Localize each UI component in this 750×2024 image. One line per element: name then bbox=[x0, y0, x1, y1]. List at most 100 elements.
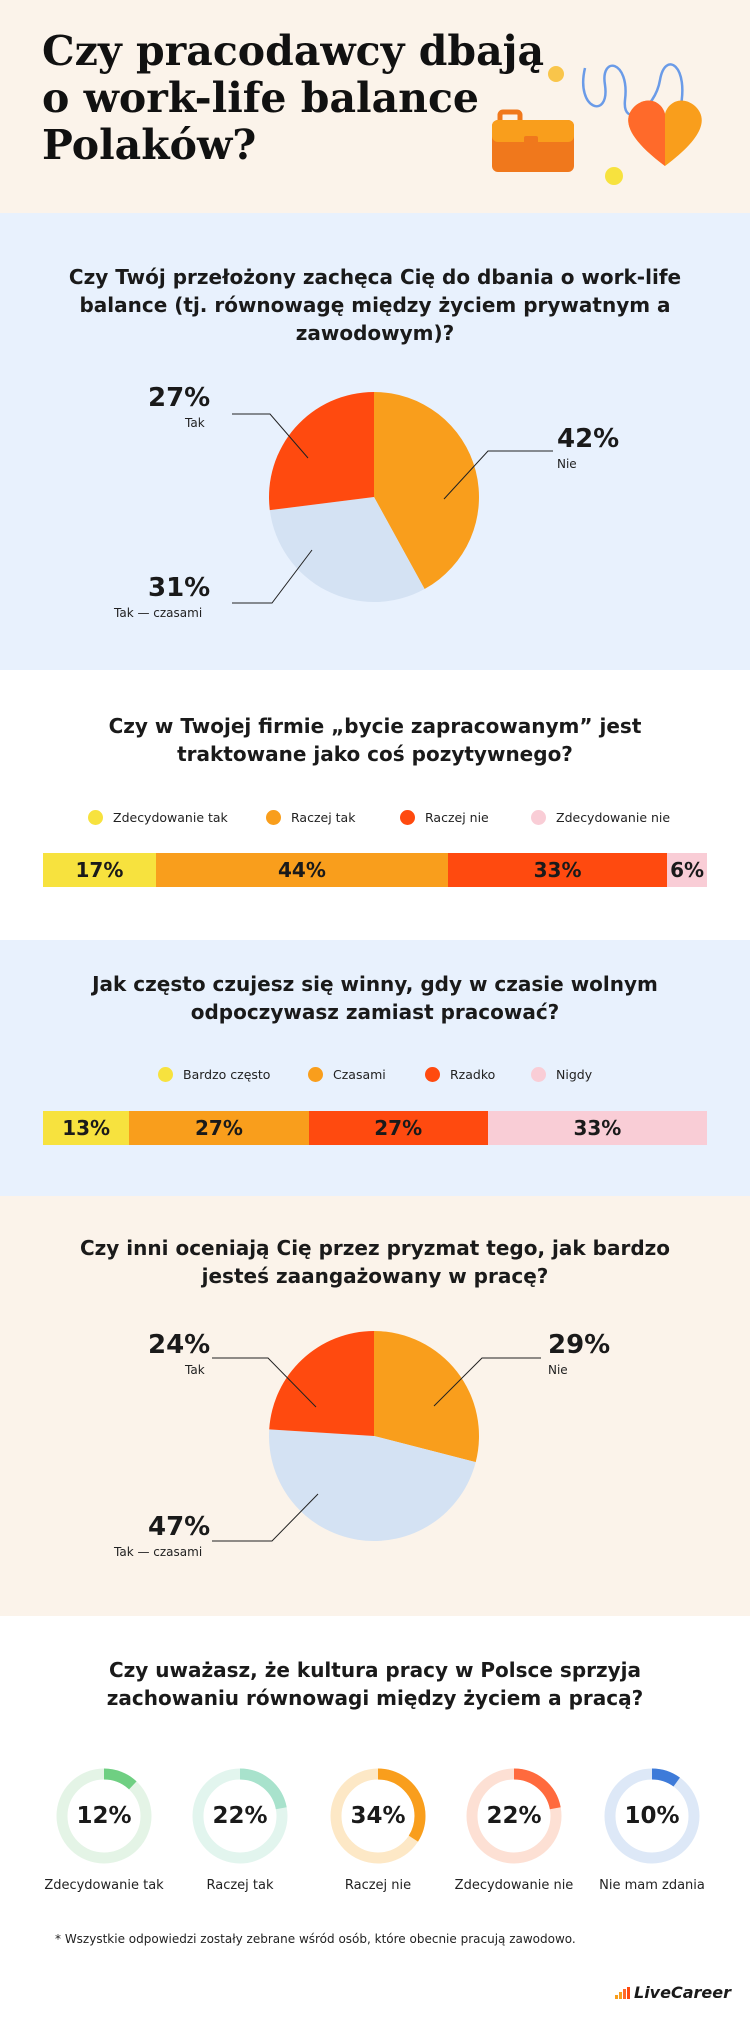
slice-label-text: Tak bbox=[185, 1363, 205, 1377]
ring-value: 22% bbox=[212, 1803, 268, 1829]
chart-section-2: Czy w Twojej firmie „bycie zapracowanym”… bbox=[0, 670, 750, 940]
legend-dot-icon bbox=[425, 1067, 440, 1082]
chart-2-legend: Zdecydowanie tak Raczej tak Raczej nie Z… bbox=[0, 810, 750, 830]
livecareer-logo: LiveCareer bbox=[615, 1983, 731, 2002]
ring-graphic bbox=[466, 1768, 562, 1864]
ring-value: 34% bbox=[350, 1803, 406, 1829]
leader-line bbox=[232, 413, 309, 459]
chart-4-question: Czy inni oceniają Cię przez pryzmat tego… bbox=[79, 1236, 671, 1288]
ring-label: Raczej nie bbox=[344, 1878, 412, 1893]
bar-segment: 6% bbox=[667, 853, 707, 887]
ring-graphic bbox=[330, 1768, 426, 1864]
bar-segment: 27% bbox=[129, 1111, 309, 1145]
legend-dot-icon bbox=[158, 1067, 173, 1082]
logo-bars-icon bbox=[615, 1986, 630, 1999]
ring-value: 12% bbox=[76, 1803, 132, 1829]
ring-label: Nie mam zdania bbox=[599, 1878, 705, 1893]
ring-arc bbox=[466, 1768, 562, 1864]
chart-3-bar: 13% 27% 27% 33% bbox=[43, 1111, 707, 1145]
ring-chart: 34% bbox=[328, 1766, 428, 1866]
leader-line bbox=[433, 1357, 541, 1407]
legend-dot-icon bbox=[531, 810, 546, 825]
ring-graphic bbox=[56, 1768, 152, 1864]
ring-label: Zdecydowanie tak bbox=[44, 1878, 164, 1893]
bar-segment: 33% bbox=[448, 853, 668, 887]
chart-2-bar: 17% 44% 33% 6% bbox=[43, 853, 707, 887]
ring-chart: 22% bbox=[190, 1766, 290, 1866]
legend-item: Zdecydowanie nie bbox=[531, 810, 670, 825]
ring-arc bbox=[330, 1768, 426, 1864]
footnote: * Wszystkie odpowiedzi zostały zebrane w… bbox=[55, 1932, 576, 1946]
heart-icon bbox=[628, 100, 702, 166]
slice-label-pct: 24% bbox=[148, 1330, 211, 1360]
legend-item: Rzadko bbox=[425, 1067, 495, 1082]
ring-chart: 12% bbox=[54, 1766, 154, 1866]
ring-value: 10% bbox=[624, 1803, 680, 1829]
legend-dot-icon bbox=[400, 810, 415, 825]
legend-item: Bardzo często bbox=[158, 1067, 270, 1082]
slice-label-text: Nie bbox=[557, 457, 577, 471]
legend-dot-icon bbox=[531, 1067, 546, 1082]
ring-label: Zdecydowanie nie bbox=[454, 1878, 574, 1893]
legend-dot-icon bbox=[88, 810, 103, 825]
pie-slice-tak-czasami bbox=[269, 1429, 476, 1541]
slice-label-text: Nie bbox=[548, 1363, 568, 1377]
dot-icon bbox=[605, 167, 623, 185]
page-title: Czy pracodawcy dbają o work-life balance… bbox=[42, 27, 545, 169]
pie-slice-tak bbox=[269, 1331, 374, 1436]
slice-label-pct: 42% bbox=[557, 424, 620, 454]
bar-segment: 17% bbox=[43, 853, 156, 887]
legend-item: Czasami bbox=[308, 1067, 386, 1082]
chart-1-question: Czy Twój przełożony zachęca Cię do dbani… bbox=[68, 265, 682, 345]
ring-label: Raczej tak bbox=[206, 1878, 274, 1893]
leader-line bbox=[212, 1493, 319, 1542]
ring-arc bbox=[56, 1768, 152, 1864]
slice-label-pct: 31% bbox=[148, 573, 211, 603]
legend-dot-icon bbox=[308, 1067, 323, 1082]
legend-dot-icon bbox=[266, 810, 281, 825]
chart-3-question: Jak często czujesz się winny, gdy w czas… bbox=[92, 972, 658, 1024]
chart-4-pie bbox=[212, 1331, 541, 1542]
slice-label-text: Tak bbox=[185, 416, 205, 430]
ring-arc bbox=[604, 1768, 700, 1864]
leader-line bbox=[232, 549, 313, 604]
ring-value: 22% bbox=[486, 1803, 542, 1829]
chart-1-pie bbox=[232, 392, 553, 604]
pie-slice-tak-czasami bbox=[269, 497, 425, 602]
slice-label-text: Tak — czasami bbox=[114, 1545, 203, 1559]
pie-slice-nie bbox=[374, 1331, 479, 1463]
slice-label-pct: 29% bbox=[548, 1330, 611, 1360]
dot-icon bbox=[548, 66, 564, 82]
slice-label-pct: 47% bbox=[148, 1512, 211, 1542]
bar-segment: 44% bbox=[155, 853, 449, 887]
ring-chart: 22% bbox=[464, 1766, 564, 1866]
bar-segment: 27% bbox=[308, 1111, 488, 1145]
legend-item: Raczej tak bbox=[266, 810, 355, 825]
bar-segment: 33% bbox=[487, 1111, 707, 1145]
chart-section-1: Czy Twój przełożony zachęca Cię do dbani… bbox=[0, 213, 750, 670]
briefcase-icon bbox=[492, 109, 574, 172]
ring-graphic bbox=[192, 1768, 288, 1864]
legend-item: Nigdy bbox=[531, 1067, 592, 1082]
chart-section-5: Czy uważasz, że kultura pracy w Polsce s… bbox=[0, 1616, 750, 2024]
chart-3-legend: Bardzo często Czasami Rzadko Nigdy bbox=[0, 1067, 750, 1087]
pie-slice-nie bbox=[374, 392, 480, 590]
chart-2-question: Czy w Twojej firmie „bycie zapracowanym”… bbox=[108, 714, 642, 766]
header-section: Czy pracodawcy dbają o work-life balance… bbox=[0, 0, 750, 213]
legend-item: Zdecydowanie tak bbox=[88, 810, 228, 825]
slice-label-text: Tak — czasami bbox=[114, 606, 203, 620]
briefcase-heart-illustration bbox=[492, 63, 702, 185]
chart-section-4: Czy inni oceniają Cię przez pryzmat tego… bbox=[0, 1196, 750, 1616]
ring-graphic bbox=[604, 1768, 700, 1864]
leader-line bbox=[443, 450, 553, 500]
bar-segment: 13% bbox=[43, 1111, 130, 1145]
legend-item: Raczej nie bbox=[400, 810, 489, 825]
squiggle-icon bbox=[582, 63, 684, 116]
slice-label-pct: 27% bbox=[148, 383, 211, 413]
chart-5-question: Czy uważasz, że kultura pracy w Polsce s… bbox=[106, 1658, 644, 1710]
ring-chart: 10% bbox=[602, 1766, 702, 1866]
leader-line bbox=[212, 1357, 317, 1408]
ring-arc bbox=[192, 1768, 288, 1864]
chart-section-3: Jak często czujesz się winny, gdy w czas… bbox=[0, 940, 750, 1196]
pie-slice-tak bbox=[269, 392, 374, 511]
